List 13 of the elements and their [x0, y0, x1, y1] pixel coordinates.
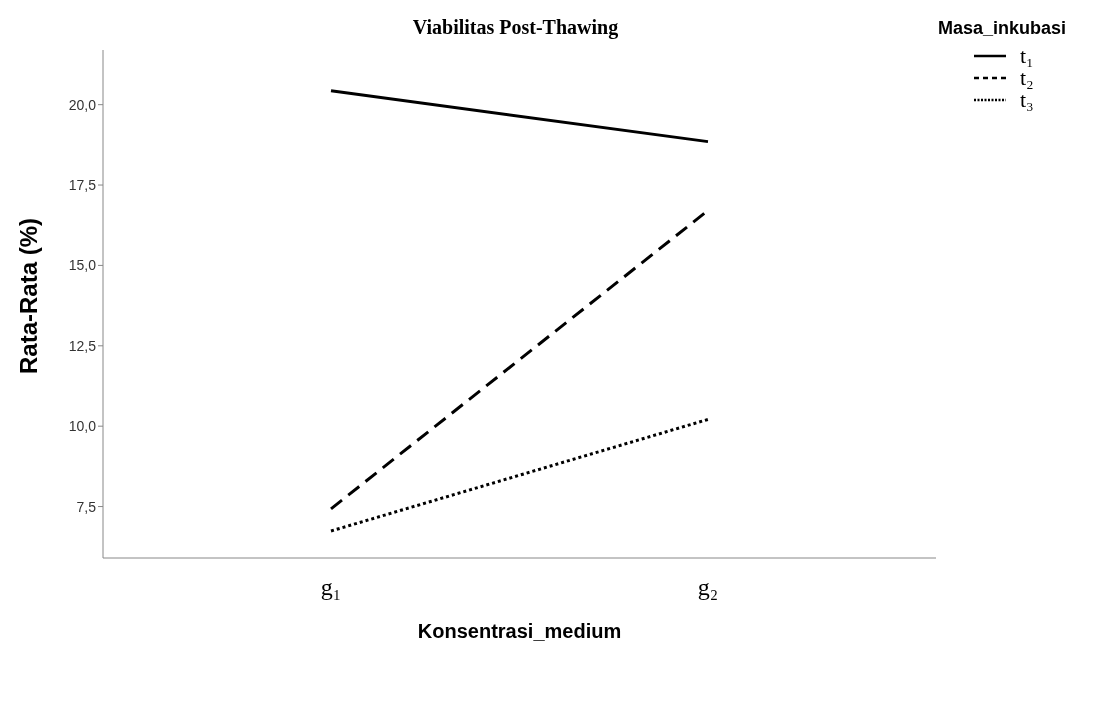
y-tick-label: 15,0	[68, 257, 97, 274]
y-tick-label: 12,5	[68, 337, 97, 354]
y-axis-title: Rata-Rata (%)	[14, 217, 42, 374]
legend-label: t₁	[1020, 43, 1034, 69]
x-tick-label: g₁	[320, 574, 342, 601]
y-tick-label: 20,0	[68, 96, 97, 113]
x-axis-title: Konsentrasi_medium	[417, 620, 622, 642]
chart-title: Viabilitas Post-Thawing	[411, 16, 620, 39]
y-tick-label: 10,0	[68, 418, 97, 435]
legend-title: Masa_inkubasi	[938, 18, 1067, 39]
x-tick-label: g₂	[697, 574, 719, 601]
y-tick-label: 17,5	[68, 177, 97, 194]
y-tick-label: 7,5	[76, 498, 97, 515]
